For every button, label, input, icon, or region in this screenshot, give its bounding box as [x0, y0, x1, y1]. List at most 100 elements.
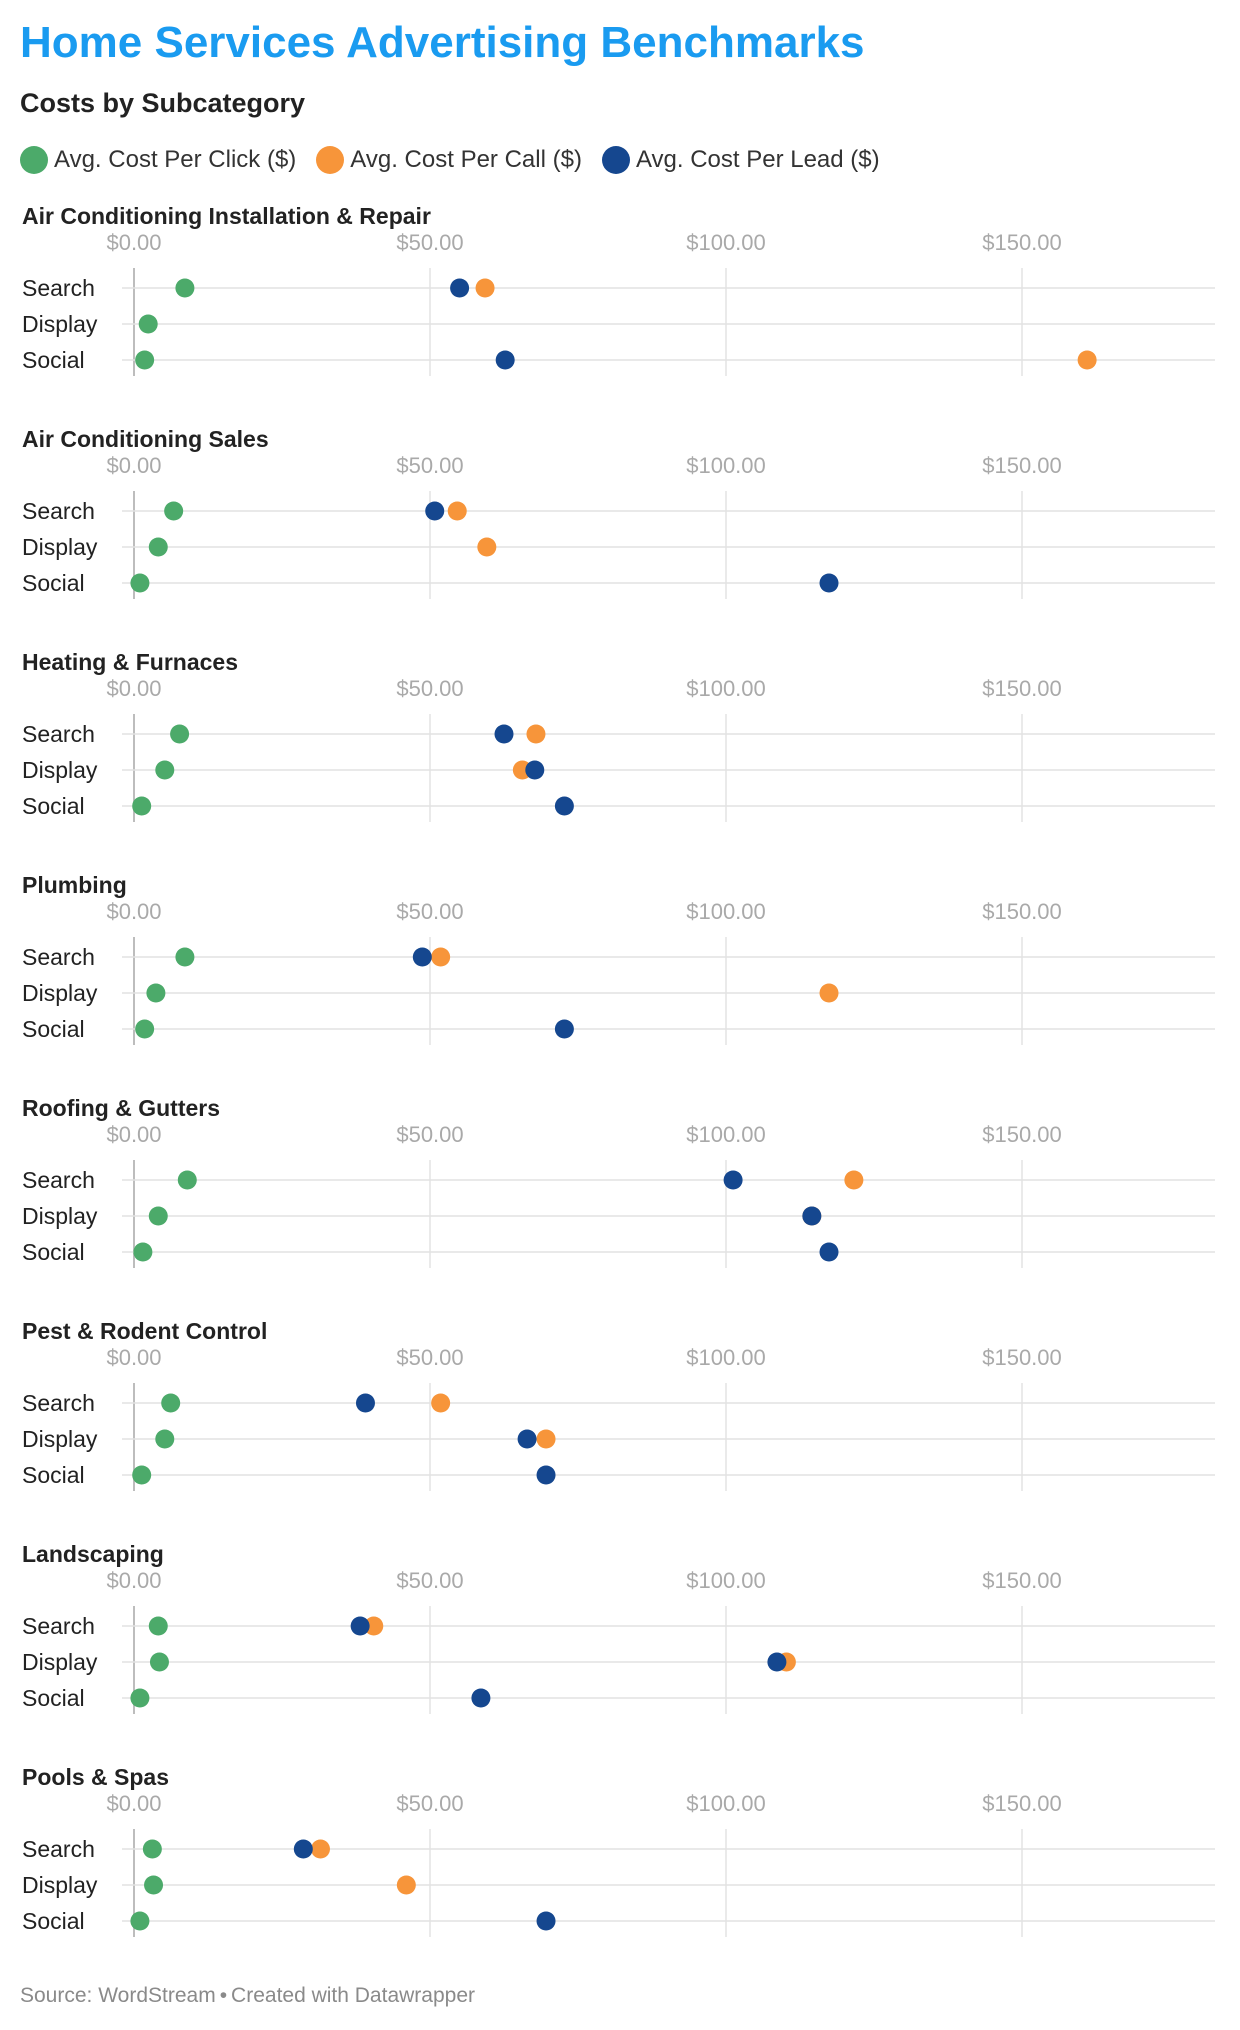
dot-plot-chart: Air Conditioning Installation & Repair$0…: [22, 203, 1215, 1937]
data-point-lead: [767, 1652, 787, 1672]
x-tick-label: $150.00: [982, 230, 1062, 255]
row-label: Display: [22, 534, 98, 560]
row-label: Social: [22, 1685, 85, 1711]
data-point-click: [175, 947, 195, 967]
data-point-lead: [536, 1911, 556, 1931]
panel-title: Pools & Spas: [22, 1764, 169, 1790]
panel-title: Plumbing: [22, 872, 127, 898]
data-point-click: [148, 1206, 168, 1226]
data-point-lead: [802, 1206, 822, 1226]
data-point-click: [135, 1019, 155, 1039]
data-point-lead: [495, 350, 515, 370]
data-point-click: [130, 573, 150, 593]
row-label: Social: [22, 1908, 85, 1934]
data-point-call: [1077, 350, 1097, 370]
chart-subtitle: Costs by Subcategory: [20, 88, 306, 118]
x-tick-label: $50.00: [396, 453, 463, 478]
data-point-click: [144, 1875, 164, 1895]
row-label: Display: [22, 1649, 98, 1675]
data-point-click: [170, 724, 190, 744]
data-point-lead: [536, 1465, 556, 1485]
data-point-lead: [412, 947, 432, 967]
row-label: Social: [22, 1016, 85, 1042]
data-point-call: [364, 1616, 384, 1636]
x-tick-label: $0.00: [106, 1791, 161, 1816]
row-label: Search: [22, 1390, 95, 1416]
data-point-lead: [450, 278, 470, 298]
legend-label-click: Avg. Cost Per Click ($): [54, 146, 297, 173]
x-tick-label: $150.00: [982, 899, 1062, 924]
row-label: Search: [22, 1167, 95, 1193]
data-point-lead: [723, 1170, 743, 1190]
x-tick-label: $0.00: [106, 1568, 161, 1593]
x-tick-label: $100.00: [686, 230, 766, 255]
x-tick-label: $100.00: [686, 1122, 766, 1147]
data-point-click: [130, 1911, 150, 1931]
x-tick-label: $150.00: [982, 1568, 1062, 1593]
data-point-lead: [471, 1688, 491, 1708]
row-label: Search: [22, 275, 95, 301]
row-label: Display: [22, 311, 98, 337]
data-point-click: [149, 1652, 169, 1672]
data-point-click: [146, 983, 166, 1003]
row-label: Search: [22, 944, 95, 970]
data-point-lead: [819, 573, 839, 593]
row-label: Search: [22, 498, 95, 524]
data-point-click: [161, 1393, 181, 1413]
data-point-call: [310, 1839, 330, 1859]
row-label: Social: [22, 570, 85, 596]
source-note: Source: WordStream • Created with Datawrap…: [20, 1984, 475, 2008]
panel-title: Heating & Furnaces: [22, 649, 238, 675]
data-point-call: [819, 983, 839, 1003]
data-point-lead: [554, 1019, 574, 1039]
x-tick-label: $100.00: [686, 1791, 766, 1816]
data-point-call: [396, 1875, 416, 1895]
panel-title: Pest & Rodent Control: [22, 1318, 267, 1344]
x-tick-label: $100.00: [686, 453, 766, 478]
row-label: Display: [22, 1203, 98, 1229]
row-label: Social: [22, 1462, 85, 1488]
legend-label-call: Avg. Cost Per Call ($): [350, 146, 582, 173]
legend-swatch-call: [316, 146, 345, 174]
x-tick-label: $50.00: [396, 1345, 463, 1370]
data-point-click: [130, 1688, 150, 1708]
row-label: Display: [22, 1872, 98, 1898]
data-point-click: [132, 1465, 152, 1485]
x-tick-label: $150.00: [982, 1791, 1062, 1816]
x-tick-label: $150.00: [982, 1122, 1062, 1147]
data-point-call: [447, 501, 467, 521]
data-point-click: [175, 278, 195, 298]
data-point-click: [148, 1616, 168, 1636]
data-point-click: [155, 760, 175, 780]
legend-swatch-click: [20, 146, 48, 174]
row-label: Social: [22, 793, 85, 819]
data-point-lead: [355, 1393, 375, 1413]
source-separator: •: [219, 1984, 228, 2007]
data-point-lead: [517, 1429, 537, 1449]
legend-label-lead: Avg. Cost Per Lead ($): [635, 146, 880, 173]
data-point-lead: [554, 796, 574, 816]
data-point-click: [164, 501, 184, 521]
data-point-click: [135, 350, 155, 370]
legend-item-click: Avg. Cost Per Click ($): [20, 146, 296, 174]
data-point-click: [142, 1839, 162, 1859]
legend-item-lead: Avg. Cost Per Lead ($): [601, 146, 880, 174]
row-label: Search: [22, 721, 95, 747]
data-point-click: [177, 1170, 197, 1190]
x-tick-label: $50.00: [396, 1568, 463, 1593]
row-label: Search: [22, 1836, 95, 1862]
x-tick-label: $100.00: [686, 676, 766, 701]
x-tick-label: $0.00: [106, 1122, 161, 1147]
data-point-call: [526, 724, 546, 744]
x-tick-label: $50.00: [396, 1791, 463, 1816]
data-point-lead: [819, 1242, 839, 1262]
x-tick-label: $0.00: [106, 899, 161, 924]
data-point-click: [138, 314, 158, 334]
legend: Avg. Cost Per Click ($) Avg. Cost Per Ca…: [20, 146, 900, 174]
x-tick-label: $150.00: [982, 453, 1062, 478]
data-point-lead: [350, 1616, 370, 1636]
x-tick-label: $0.00: [106, 676, 161, 701]
x-tick-label: $100.00: [686, 1568, 766, 1593]
panel-title: Roofing & Gutters: [22, 1095, 220, 1121]
x-tick-label: $100.00: [686, 899, 766, 924]
